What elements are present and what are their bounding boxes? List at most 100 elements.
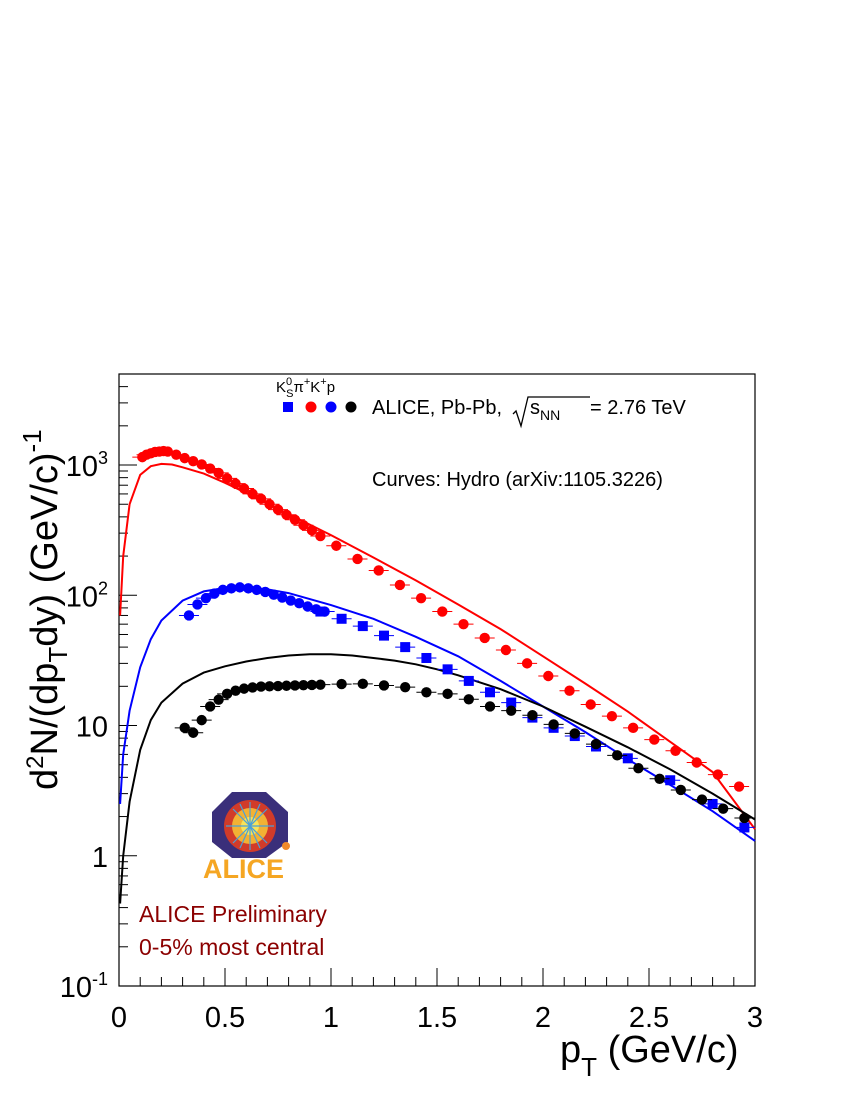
data-point (484, 701, 496, 712)
data-point (281, 509, 292, 520)
data-point (394, 579, 406, 591)
data-point (209, 588, 220, 599)
data-point (298, 520, 309, 531)
data-point (213, 694, 224, 705)
data-point (458, 618, 469, 630)
data-point (649, 734, 660, 745)
data-point (521, 658, 533, 669)
data-point-square (315, 606, 326, 617)
data-point (463, 694, 474, 705)
data-point (612, 750, 623, 761)
data-point (204, 701, 216, 712)
data-point (289, 514, 301, 525)
data-point-square (379, 630, 389, 641)
centrality-label: 0-5% most central (139, 934, 324, 960)
data-point (213, 467, 224, 479)
data-point-square (506, 697, 517, 708)
data-point (179, 722, 190, 734)
data-point (421, 687, 432, 698)
data-point-square (357, 621, 368, 632)
data-point (712, 769, 724, 780)
data-point (543, 670, 554, 682)
data-point (264, 499, 275, 510)
data-point (188, 456, 199, 467)
data-points (132, 445, 755, 833)
data-point (204, 463, 216, 474)
data-point (733, 781, 745, 792)
x-tick-label: 3 (747, 1002, 763, 1034)
sqrt-symbol (512, 396, 590, 429)
data-point (196, 459, 207, 470)
data-point (564, 685, 575, 696)
legend-energy: = 2.76 TeV (590, 397, 686, 419)
data-point-square (336, 613, 347, 624)
legend-marker-proton (345, 401, 357, 413)
data-point (306, 525, 318, 536)
data-point (336, 678, 347, 690)
x-tick-label: 2.5 (629, 1002, 669, 1034)
data-point (188, 727, 199, 738)
data-point (221, 473, 233, 484)
data-point (352, 553, 363, 565)
data-point (238, 683, 250, 694)
data-point (243, 583, 254, 594)
hydro-curve-1 (119, 586, 756, 842)
data-point (251, 584, 262, 596)
data-point (247, 488, 258, 500)
data-point (230, 478, 241, 489)
x-tick-label: 2 (535, 1002, 551, 1034)
y-tick-label: 10 (76, 712, 108, 744)
data-point (633, 763, 644, 774)
data-point (479, 632, 490, 644)
data-point (226, 583, 237, 594)
data-point-square (665, 775, 676, 786)
x-tick-label: 0.5 (205, 1002, 245, 1034)
legend-marker-pion (305, 401, 317, 413)
data-point (217, 584, 229, 596)
data-point (500, 644, 512, 656)
data-point-square (485, 687, 495, 698)
axis-ticks (118, 373, 756, 987)
data-point (442, 688, 453, 700)
data-point-square (622, 753, 633, 764)
data-point (357, 678, 368, 690)
data-point-square (400, 642, 411, 653)
data-point (590, 738, 602, 750)
preliminary-label: ALICE Preliminary (139, 901, 327, 927)
data-point (548, 719, 559, 730)
y-axis-title: d2N/(dpTdy) (GeV/c)-1 (17, 429, 73, 790)
y-tick-label: 102 (66, 578, 108, 613)
data-point (415, 592, 427, 604)
legend-marker-kaon (325, 401, 337, 413)
legend-label: ALICE, Pb-Pb, (372, 397, 502, 419)
data-point (221, 688, 233, 700)
y-tick-label: 103 (66, 448, 108, 483)
data-point (437, 606, 448, 617)
hydro-curve-2 (119, 653, 756, 904)
data-point-square (707, 798, 718, 809)
data-point (378, 680, 390, 691)
data-point (400, 681, 411, 693)
data-point (675, 784, 686, 796)
data-point (315, 530, 326, 542)
legend-sqrt-s: sNN (530, 397, 560, 423)
data-point-square (421, 652, 432, 663)
data-point (670, 745, 681, 756)
y-tick-label: 1 (92, 842, 108, 874)
data-point (331, 540, 342, 551)
alice-logo-text: ALICE (203, 854, 284, 884)
alice-logo: ALICE (203, 792, 290, 884)
data-point (569, 728, 580, 739)
curves-note: Curves: Hydro (arXiv:1105.3226) (372, 469, 663, 491)
data-point (315, 679, 326, 690)
legend-marker-k0s (283, 402, 293, 412)
axis-tick-labels: 0 0.5 1 1.5 2 2.5 3 10-1 1 10 102 103 (60, 448, 763, 1034)
legend: K0 Sπ+K+p ALICE, Pb-Pb, sNN = 2.76 TeV (276, 376, 686, 429)
data-point (272, 504, 284, 515)
data-point (373, 565, 384, 576)
data-point (654, 773, 665, 784)
data-point (506, 705, 517, 716)
data-point-square (463, 675, 474, 686)
data-point (162, 446, 173, 457)
